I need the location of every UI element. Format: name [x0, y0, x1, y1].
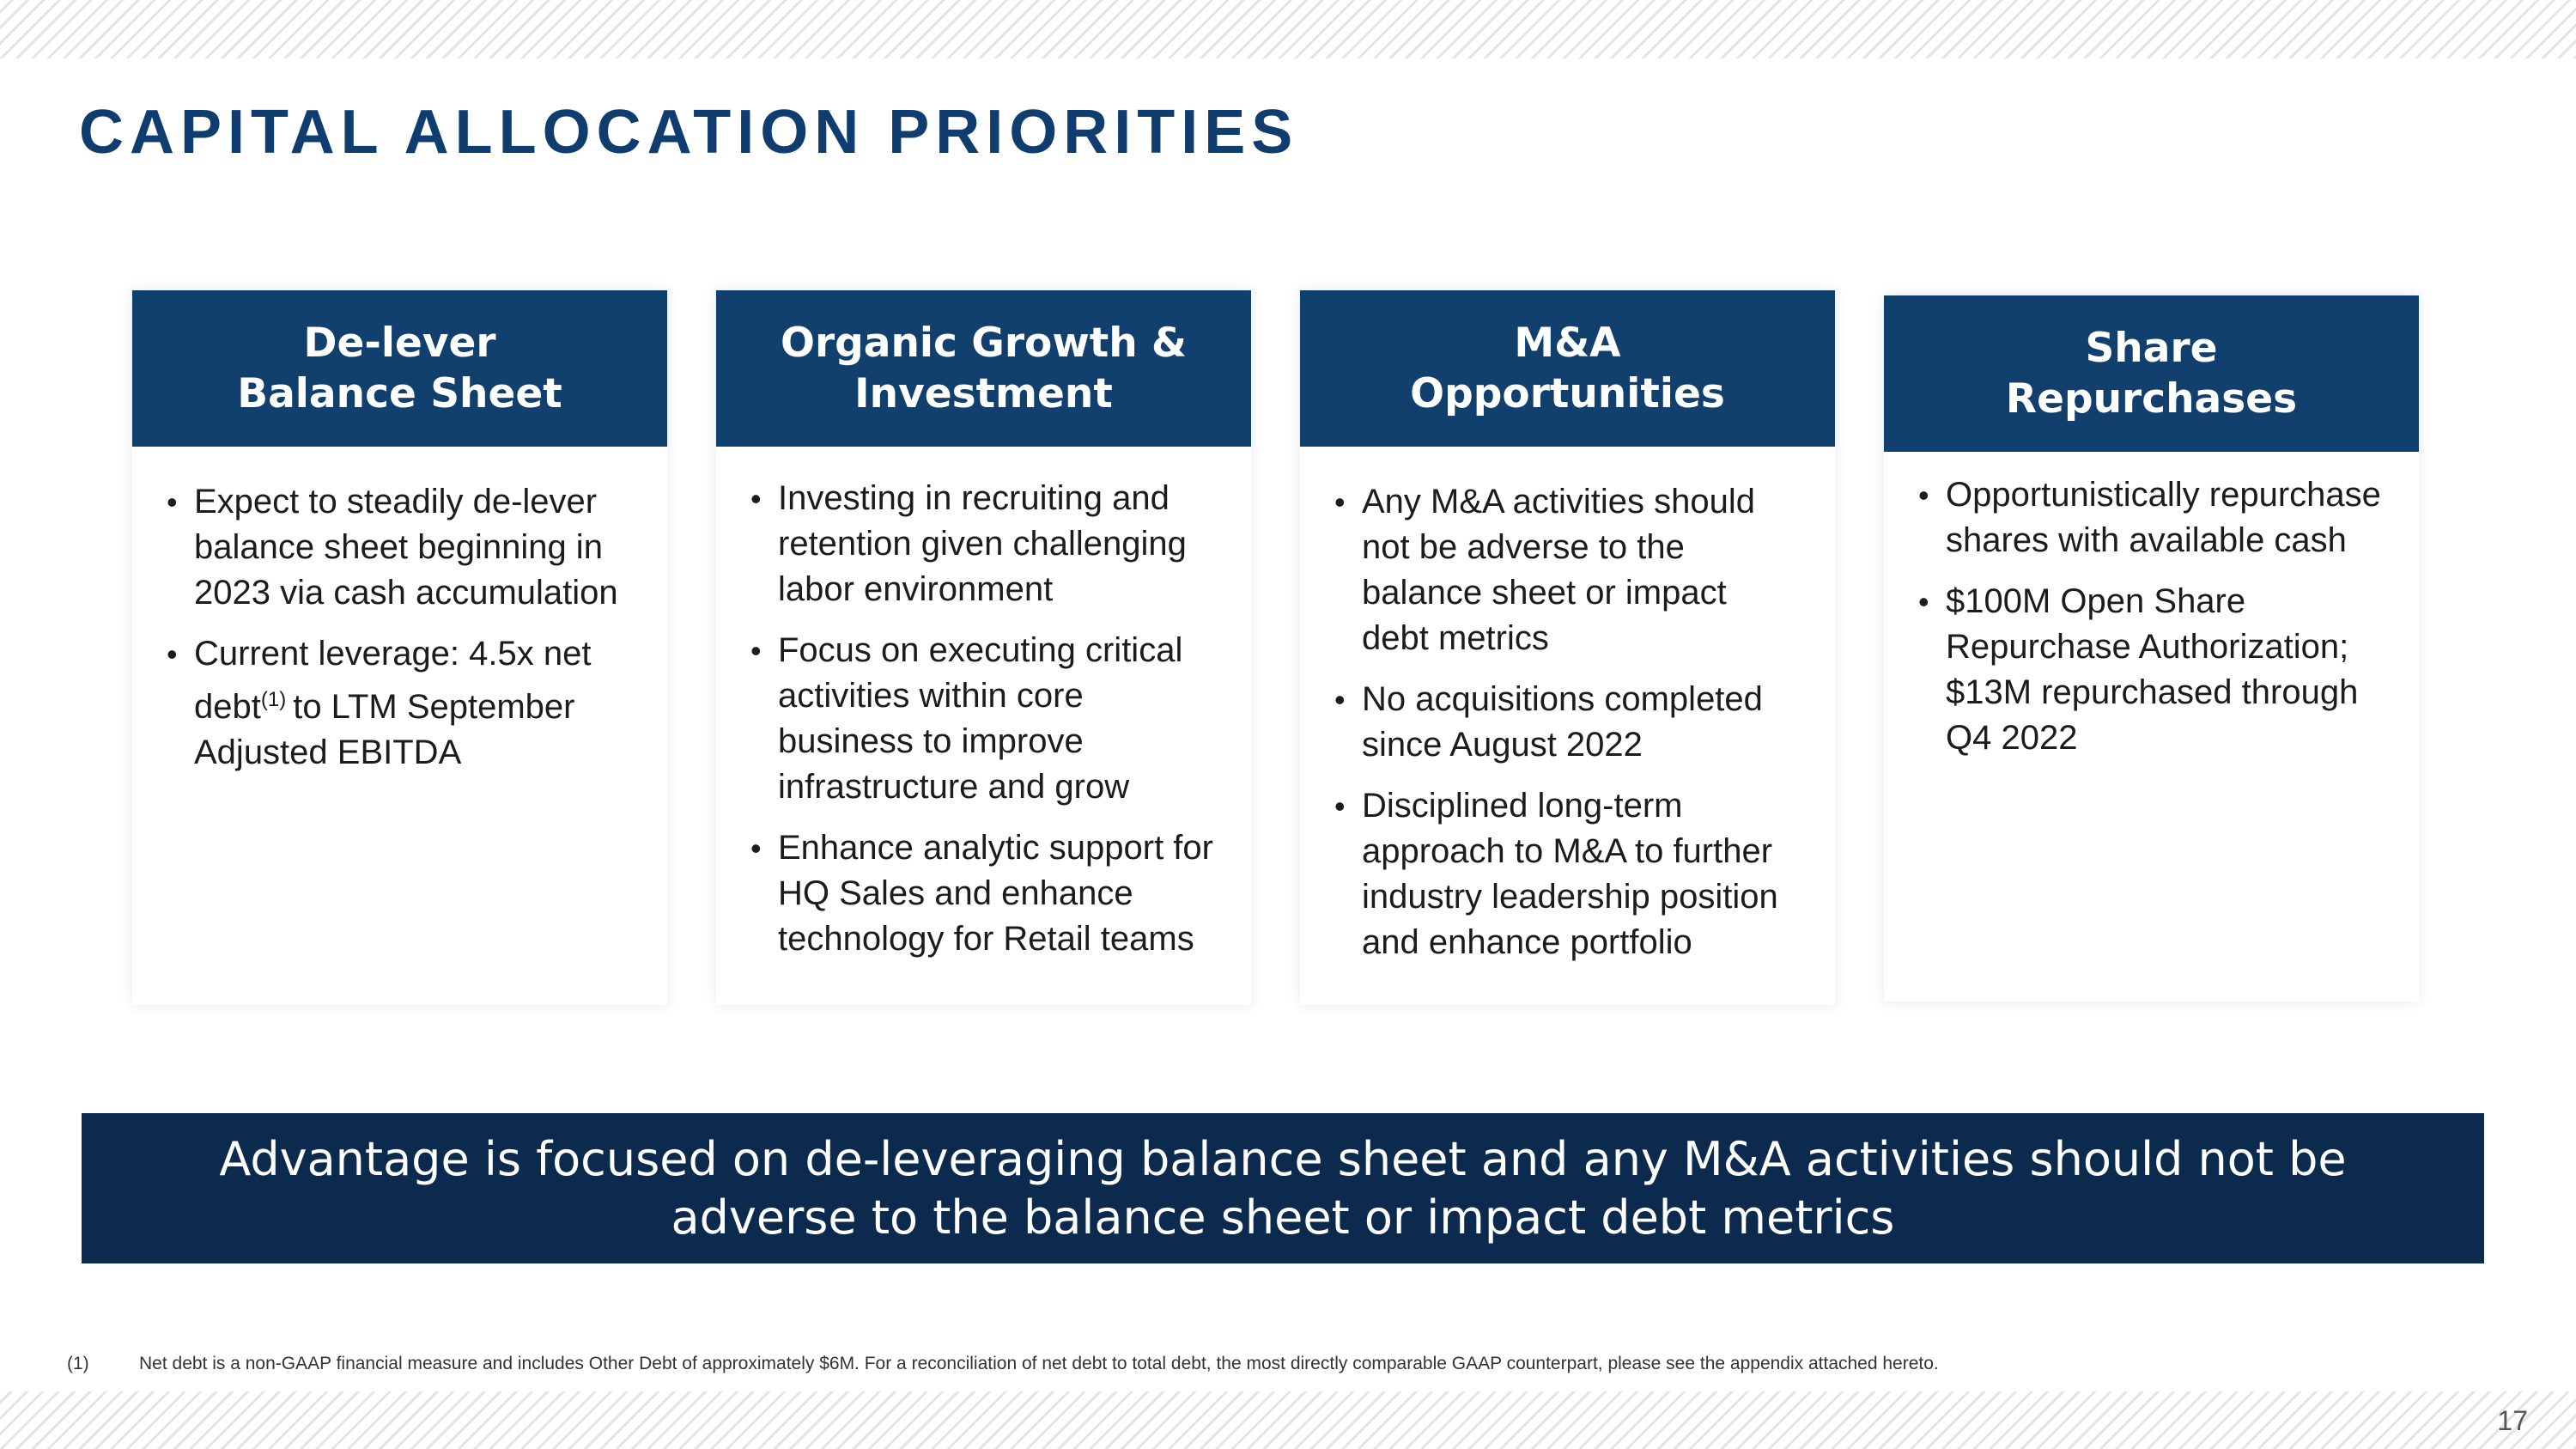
- top-hatch-band: [0, 0, 2576, 58]
- card-body: • Opportunistically repurchase shares wit…: [1884, 452, 2419, 761]
- page-title: CAPITAL ALLOCATION PRIORITIES: [79, 98, 1299, 167]
- bullet-text: Opportunistically repurchase shares with…: [1946, 476, 2381, 559]
- bullet-list: • Investing in recruiting and retention g…: [750, 476, 1217, 962]
- bullet-icon: •: [1334, 484, 1346, 520]
- bullet-list: • Expect to steadily de-lever balance she…: [167, 479, 633, 776]
- footnote-reference: (1): [260, 688, 287, 711]
- bullet-text: No acquisitions completed since August 2…: [1362, 680, 1763, 764]
- bullet-text: $100M Open Share Repurchase Authorizatio…: [1946, 582, 2359, 757]
- card-header: M&A Opportunities: [1300, 290, 1835, 447]
- bullet-text: Any M&A activities should not be adverse…: [1362, 483, 1755, 657]
- card-body: • Any M&A activities should not be advers…: [1300, 447, 1835, 965]
- card-header: De-lever Balance Sheet: [132, 290, 667, 447]
- bullet-icon: •: [750, 831, 762, 866]
- bullet-text: to LTM September Adjusted EBITDA: [194, 688, 575, 771]
- card-header-line: Repurchases: [2005, 375, 2298, 423]
- card-header: Organic Growth & Investment: [716, 290, 1251, 447]
- bullet-item: • Disciplined long-term approach to M&A t…: [1334, 783, 1801, 965]
- bullet-item: • Any M&A activities should not be advers…: [1334, 479, 1801, 661]
- bullet-item: • Enhance analytic support for HQ Sales a…: [750, 825, 1217, 962]
- bullet-item: • Expect to steadily de-lever balance she…: [167, 479, 633, 616]
- bullet-icon: •: [1918, 478, 1929, 513]
- bullet-text: Investing in recruiting and retention gi…: [778, 479, 1187, 608]
- bullet-item: • Investing in recruiting and retention g…: [750, 476, 1217, 612]
- bullet-item: • Current leverage: 4.5x net debt(1) to LT…: [167, 631, 633, 776]
- bullet-text: Disciplined long-term approach to M&A to…: [1362, 787, 1778, 961]
- bullet-list: • Any M&A activities should not be advers…: [1334, 479, 1801, 965]
- card-organic-growth: Organic Growth & Investment • Investing i…: [716, 290, 1251, 1005]
- bullet-item: • $100M Open Share Repurchase Authorizati…: [1918, 579, 2385, 761]
- bullet-icon: •: [1918, 584, 1929, 619]
- card-header-line: Balance Sheet: [237, 370, 562, 417]
- card-header-line: M&A: [1514, 320, 1621, 367]
- card-header-line: Share: [2085, 325, 2218, 372]
- bullet-icon: •: [167, 636, 178, 672]
- card-share-repurchases: Share Repurchases • Opportunistically rep…: [1884, 295, 2419, 1002]
- footnote-text: Net debt is a non-GAAP financial measure…: [139, 1354, 1939, 1373]
- page-number: 17: [2497, 1405, 2528, 1436]
- bullet-text: Current leverage: 4.5x net debt: [194, 635, 592, 726]
- bullet-icon: •: [750, 481, 762, 516]
- bullet-item: • Focus on executing critical activities …: [750, 628, 1217, 810]
- bullet-item: • No acquisitions completed since August …: [1334, 677, 1801, 768]
- bullet-text: Enhance analytic support for HQ Sales an…: [778, 829, 1213, 958]
- footnote: (1) Net debt is a non-GAAP financial meas…: [67, 1354, 1939, 1374]
- bullet-list: • Opportunistically repurchase shares wit…: [1918, 472, 2385, 761]
- bullet-text: Expect to steadily de-lever balance shee…: [194, 483, 618, 612]
- card-header-line: Organic Growth &: [780, 320, 1188, 367]
- card-header-line: De-lever: [303, 320, 496, 367]
- bullet-icon: •: [1334, 788, 1346, 824]
- card-header: Share Repurchases: [1884, 295, 2419, 452]
- card-body: • Expect to steadily de-lever balance she…: [132, 447, 667, 776]
- bullet-icon: •: [1334, 682, 1346, 717]
- card-body: • Investing in recruiting and retention g…: [716, 447, 1251, 962]
- bullet-icon: •: [750, 633, 762, 668]
- card-m-and-a: M&A Opportunities • Any M&A activities sh…: [1300, 290, 1835, 1005]
- footnote-marker: (1): [67, 1354, 89, 1373]
- card-header-line: Investment: [854, 370, 1113, 417]
- summary-banner-text: Advantage is focused on de-leveraging ba…: [219, 1131, 2347, 1245]
- card-header-line: Opportunities: [1410, 370, 1725, 417]
- summary-banner: Advantage is focused on de-leveraging ba…: [82, 1113, 2484, 1263]
- card-de-lever: De-lever Balance Sheet • Expect to steadi…: [132, 290, 667, 1005]
- bullet-item: • Opportunistically repurchase shares wit…: [1918, 472, 2385, 563]
- bottom-hatch-band: [0, 1391, 2576, 1449]
- bullet-icon: •: [167, 484, 178, 520]
- bullet-text: Focus on executing critical activities w…: [778, 631, 1183, 806]
